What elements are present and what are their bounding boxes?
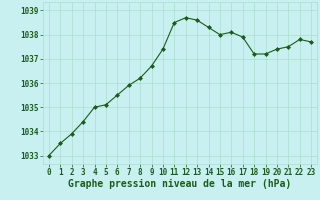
X-axis label: Graphe pression niveau de la mer (hPa): Graphe pression niveau de la mer (hPa) — [68, 179, 292, 189]
